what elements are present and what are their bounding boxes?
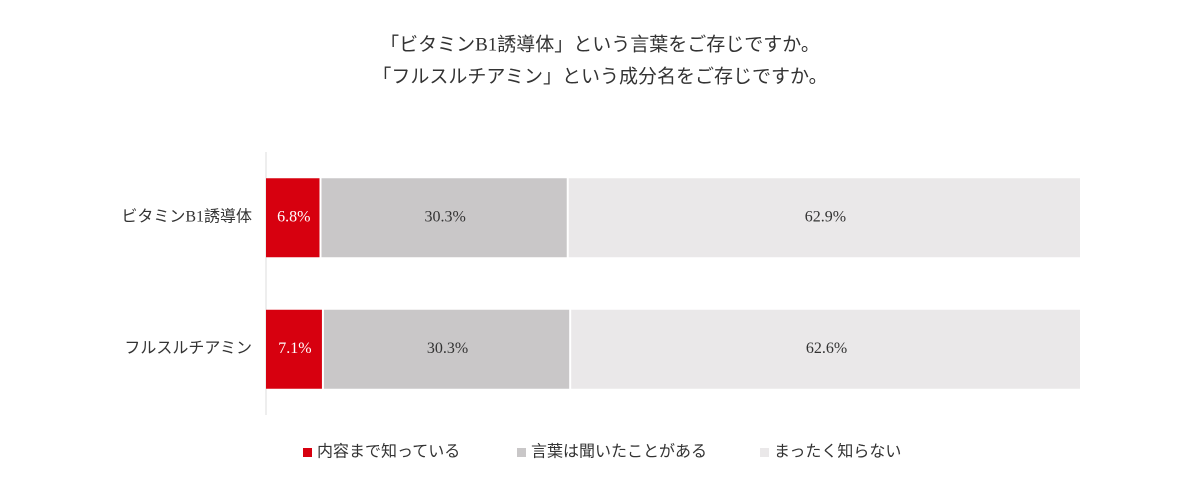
value-label: 30.3% bbox=[424, 208, 465, 225]
value-label: 7.1% bbox=[278, 340, 311, 357]
legend-swatch bbox=[517, 448, 526, 457]
y-tick-label: ビタミンB1誘導体 bbox=[121, 206, 252, 225]
bar-segment bbox=[571, 309, 1080, 389]
legend-label: 内容まで知っている bbox=[317, 443, 460, 461]
y-tick-label: フルスルチアミン bbox=[124, 340, 252, 357]
value-label: 62.9% bbox=[805, 208, 846, 225]
legend-swatch bbox=[303, 448, 312, 457]
bar-segment bbox=[266, 309, 322, 389]
bar-segment bbox=[323, 309, 570, 389]
value-label: 30.3% bbox=[427, 340, 468, 357]
legend-label: 言葉は聞いたことがある bbox=[531, 443, 707, 461]
chart-title: 「ビタミンB1誘導体」という言葉をご存じですか。 bbox=[380, 33, 820, 55]
bar-segment bbox=[321, 178, 567, 258]
value-label: 6.8% bbox=[277, 208, 310, 225]
value-label: 62.6% bbox=[806, 340, 847, 357]
bar-segment bbox=[266, 178, 320, 258]
legend-swatch bbox=[760, 448, 769, 457]
chart-title: 「フルスルチアミン」という成分名をご存じですか。 bbox=[372, 65, 827, 87]
legend-label: まったく知らない bbox=[774, 443, 901, 461]
bar-segment bbox=[568, 178, 1080, 258]
